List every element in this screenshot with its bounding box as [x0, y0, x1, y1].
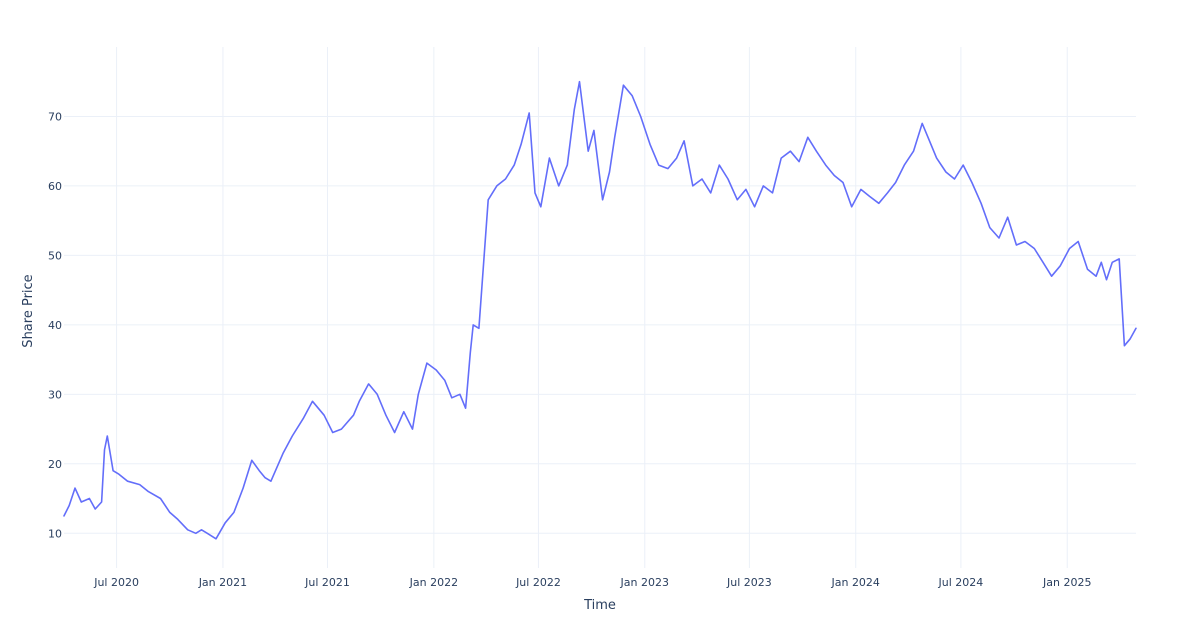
- x-tick-label: Jul 2023: [726, 576, 772, 589]
- y-tick-label: 60: [48, 180, 62, 193]
- y-tick-label: 30: [48, 388, 62, 401]
- share-price-series-line: [63, 80, 1137, 540]
- y-tick-label: 20: [48, 458, 62, 471]
- y-tick-labels: 10 20 30 40 50 60 70: [48, 110, 62, 540]
- x-tick-label: Jul 2024: [938, 576, 984, 589]
- x-tick-label: Jul 2022: [515, 576, 561, 589]
- y-tick-label: 10: [48, 527, 62, 540]
- y-axis-title: Share Price: [21, 274, 36, 347]
- x-tick-label: Jan 2024: [830, 576, 879, 589]
- y-tick-label: 70: [48, 110, 62, 123]
- x-tick-label: Jan 2022: [409, 576, 458, 589]
- x-axis-title: Time: [583, 598, 616, 613]
- y-gridlines: [64, 115, 1136, 534]
- x-tick-label: Jan 2021: [198, 576, 247, 589]
- x-tick-label: Jan 2023: [620, 576, 669, 589]
- x-tick-labels: Jul 2020 Jan 2021 Jul 2021 Jan 2022 Jul 2022…: [93, 576, 1091, 589]
- x-tick-label: Jul 2020: [93, 576, 139, 589]
- plot-area: [63, 80, 1137, 540]
- x-tick-label: Jan 2025: [1042, 576, 1091, 589]
- y-tick-label: 40: [48, 319, 62, 332]
- x-gridlines: [116, 47, 1068, 568]
- x-tick-label: Jul 2021: [304, 576, 350, 589]
- y-tick-label: 50: [48, 249, 62, 262]
